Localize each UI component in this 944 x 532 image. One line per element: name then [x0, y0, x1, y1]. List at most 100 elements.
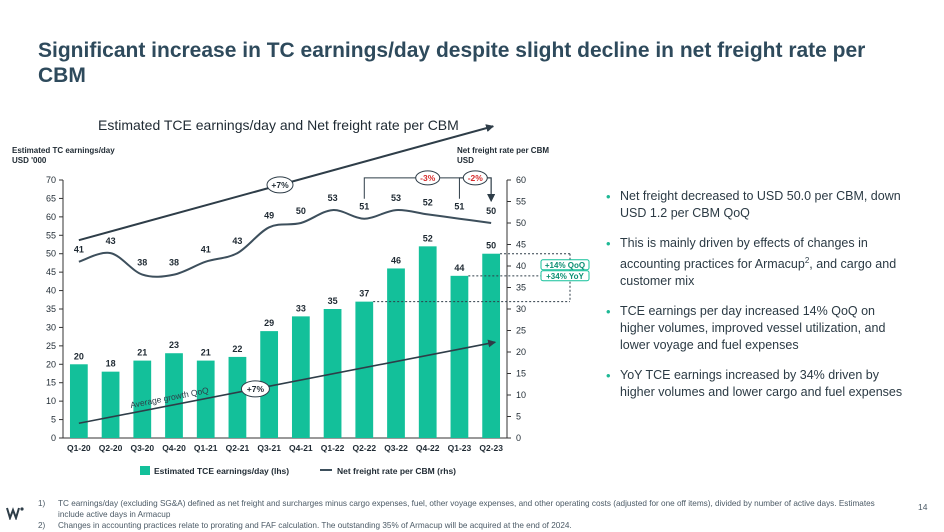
- page-title: Significant increase in TC earnings/day …: [38, 39, 866, 87]
- bullet-item: Net freight decreased to USD 50.0 per CB…: [604, 188, 904, 222]
- bar-data-label: 37: [359, 289, 369, 299]
- footnote: 1) TC earnings/day (excluding SG&A) defin…: [38, 498, 898, 520]
- left-tick-label: 5: [51, 415, 56, 425]
- bar: [69, 364, 88, 438]
- bar-data-label: 23: [169, 340, 179, 350]
- x-tick-label: Q4-20: [162, 443, 186, 453]
- key-points-list: Net freight decreased to USD 50.0 per CB…: [604, 188, 904, 414]
- bottom-trend-arrow: [78, 339, 497, 425]
- bullet-text-tail: , and cargo and customer mix: [620, 257, 897, 289]
- axis-label-line: USD '000: [12, 156, 47, 165]
- axis-label-line: Estimated TC earnings/day: [12, 146, 115, 155]
- bar-data-label: 29: [264, 318, 274, 328]
- yoy-tce-label: +34% YoY: [546, 272, 584, 281]
- line-data-label: 52: [423, 197, 433, 207]
- axis-label-line: USD: [457, 156, 474, 165]
- bar-data-label: 46: [391, 255, 401, 265]
- bar-data-label: 52: [423, 233, 433, 243]
- qoq-tce-box: [540, 259, 590, 271]
- axis-label-line: Net freight rate per CBM: [457, 146, 549, 155]
- left-axis-label: Estimated TC earnings/day USD '000: [12, 146, 115, 165]
- left-tick-label: 30: [46, 322, 56, 332]
- legend-label-line: Net freight rate per CBM (rhs): [337, 466, 456, 476]
- bar: [482, 253, 501, 438]
- bottom-growth-badge: [240, 380, 270, 398]
- bar-data-label: 18: [106, 359, 116, 369]
- chart-title: Estimated TCE earnings/day and Net freig…: [98, 117, 459, 133]
- yoy-freight-badge: [462, 170, 488, 186]
- line-data-label: 53: [391, 193, 401, 203]
- bullet-text: This is mainly driven by effects of chan…: [620, 236, 868, 272]
- qoq-freight-label: -3%: [420, 173, 436, 183]
- bar-data-label: 21: [137, 348, 147, 358]
- footnote-number: 1): [38, 499, 46, 508]
- company-logo-icon: [6, 507, 24, 520]
- bar-data-label: 50: [486, 241, 496, 251]
- yoy-freight-label: -2%: [468, 173, 484, 183]
- x-tick-label: Q1-22: [321, 443, 345, 453]
- footnote-text: TC earnings/day (excluding SG&A) defined…: [58, 499, 875, 519]
- right-tick-label: 55: [516, 197, 526, 207]
- bar-data-label: 22: [232, 344, 242, 354]
- x-tick-label: Q3-20: [130, 443, 154, 453]
- bar: [450, 275, 469, 438]
- footnote-text: Changes in accounting practices relate t…: [58, 521, 572, 530]
- bottom-growth-label: +7%: [247, 384, 265, 394]
- footnote-ref: 2: [804, 256, 810, 265]
- top-growth-label: +7%: [271, 180, 289, 190]
- bar: [387, 268, 405, 438]
- line-data-label: 51: [359, 202, 369, 212]
- line-data-label: 53: [328, 193, 338, 203]
- freight-rate-line: [78, 209, 492, 278]
- x-tick-label: Q2-22: [352, 443, 376, 453]
- line-data-label: 50: [296, 206, 306, 216]
- bullet-item: TCE earnings per day increased 14% QoQ o…: [604, 303, 904, 354]
- right-tick-label: 50: [516, 218, 526, 228]
- left-tick-label: 35: [46, 304, 56, 314]
- bar: [101, 371, 120, 438]
- line-data-label: 49: [264, 210, 274, 220]
- bar: [133, 360, 152, 438]
- right-tick-label: 15: [516, 369, 526, 379]
- page-number: 14: [918, 502, 928, 512]
- right-tick-label: 30: [516, 304, 526, 314]
- line-data-label: 41: [74, 245, 84, 255]
- left-tick-label: 55: [46, 230, 56, 240]
- x-tick-label: Q1-20: [67, 443, 91, 453]
- legend-swatch-bar: [140, 466, 150, 475]
- right-tick-label: 20: [516, 347, 526, 357]
- x-tick-label: Q3-22: [384, 443, 408, 453]
- bar-data-label: 20: [74, 351, 84, 361]
- right-tick-label: 25: [516, 326, 526, 336]
- x-tick-label: Q4-21: [289, 443, 313, 453]
- left-tick-label: 15: [46, 378, 56, 388]
- right-tick-label: 5: [516, 412, 521, 422]
- right-tick-label: 10: [516, 390, 526, 400]
- x-tick-label: Q1-23: [448, 443, 472, 453]
- right-tick-label: 35: [516, 283, 526, 293]
- left-tick-label: 50: [46, 249, 56, 259]
- x-tick-label: Q1-21: [194, 443, 218, 453]
- left-tick-label: 70: [46, 175, 56, 185]
- line-data-label: 41: [201, 245, 211, 255]
- left-tick-label: 25: [46, 341, 56, 351]
- line-data-label: 38: [169, 258, 179, 268]
- right-tick-label: 0: [516, 433, 521, 443]
- bar-data-label: 21: [201, 348, 211, 358]
- x-tick-label: Q2-23: [479, 443, 503, 453]
- left-tick-label: 10: [46, 396, 56, 406]
- left-tick-label: 40: [46, 286, 56, 296]
- x-tick-label: Q4-22: [416, 443, 440, 453]
- bar-data-label: 44: [454, 263, 464, 273]
- line-data-label: 50: [486, 206, 496, 216]
- left-tick-label: 0: [51, 433, 56, 443]
- top-growth-badge: [266, 176, 294, 194]
- x-tick-label: Q3-21: [257, 443, 281, 453]
- bar-data-label: 35: [328, 296, 338, 306]
- x-tick-label: Q2-21: [226, 443, 250, 453]
- line-data-label: 38: [137, 258, 147, 268]
- right-tick-label: 60: [516, 175, 526, 185]
- bullet-item: YoY TCE earnings increased by 34% driven…: [604, 367, 904, 401]
- qoq-tce-label: +14% QoQ: [545, 261, 585, 270]
- bar: [165, 353, 183, 438]
